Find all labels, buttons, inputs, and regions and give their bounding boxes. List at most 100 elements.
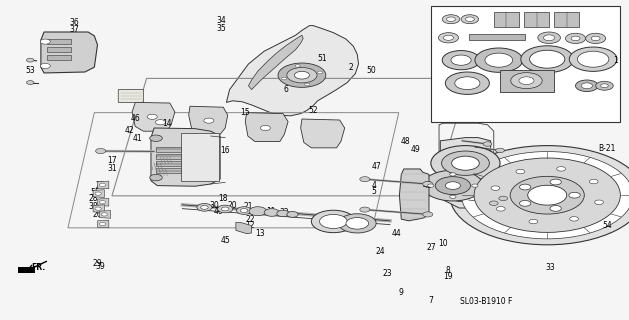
Circle shape (346, 218, 369, 229)
Text: 48: 48 (401, 137, 411, 146)
Bar (494, 12, 519, 27)
Circle shape (311, 210, 355, 233)
Circle shape (521, 46, 574, 73)
Polygon shape (151, 128, 220, 186)
Circle shape (452, 156, 479, 170)
Bar (469, 34, 525, 40)
Circle shape (529, 219, 538, 224)
Bar (156, 147, 181, 152)
Text: 5: 5 (372, 188, 377, 196)
Text: 16: 16 (220, 146, 230, 155)
Circle shape (538, 32, 560, 44)
Circle shape (40, 39, 50, 44)
Circle shape (569, 192, 580, 198)
Bar (156, 161, 181, 166)
Text: 11: 11 (265, 207, 276, 216)
Circle shape (519, 77, 534, 84)
Circle shape (485, 53, 513, 67)
Circle shape (360, 207, 370, 212)
Text: 30: 30 (209, 201, 219, 210)
Bar (156, 154, 181, 159)
Text: 14: 14 (162, 119, 172, 128)
Text: 38: 38 (88, 202, 98, 211)
Circle shape (461, 15, 479, 24)
Circle shape (360, 177, 370, 182)
Polygon shape (248, 35, 303, 90)
Bar (181, 133, 219, 181)
Circle shape (455, 77, 480, 90)
Circle shape (96, 148, 106, 154)
Circle shape (499, 196, 508, 201)
Circle shape (277, 210, 289, 217)
Text: 24: 24 (376, 247, 386, 256)
Circle shape (491, 186, 500, 190)
Text: 26: 26 (92, 210, 103, 219)
Circle shape (511, 73, 542, 89)
Text: 12: 12 (245, 221, 255, 230)
Circle shape (543, 35, 555, 41)
Circle shape (465, 17, 474, 21)
Circle shape (260, 125, 270, 131)
Circle shape (442, 151, 489, 175)
Text: 36: 36 (69, 18, 79, 27)
Circle shape (305, 83, 310, 86)
Text: 29: 29 (92, 260, 103, 268)
Circle shape (99, 183, 106, 187)
Text: 51: 51 (317, 54, 327, 63)
Circle shape (249, 207, 267, 216)
Text: 55: 55 (91, 188, 101, 197)
Text: 32: 32 (279, 208, 289, 217)
Circle shape (264, 209, 279, 216)
Circle shape (101, 213, 108, 216)
Circle shape (589, 179, 598, 184)
Circle shape (197, 204, 212, 211)
Bar (500, 70, 554, 92)
Text: 53: 53 (25, 66, 35, 75)
Circle shape (570, 217, 579, 221)
Text: 33: 33 (545, 263, 555, 272)
Text: 25: 25 (96, 181, 106, 190)
Circle shape (472, 184, 478, 187)
Circle shape (320, 214, 347, 228)
Text: 41: 41 (132, 134, 142, 143)
Circle shape (26, 58, 34, 62)
Circle shape (423, 170, 483, 201)
Circle shape (99, 222, 106, 226)
Polygon shape (97, 181, 109, 189)
Polygon shape (93, 190, 104, 197)
Text: 27: 27 (426, 244, 436, 252)
Circle shape (40, 63, 50, 68)
Text: 47: 47 (371, 162, 381, 171)
Circle shape (431, 146, 500, 181)
Circle shape (201, 205, 208, 209)
Circle shape (550, 205, 561, 211)
Circle shape (596, 81, 613, 90)
Circle shape (591, 36, 600, 41)
Circle shape (423, 212, 433, 217)
Circle shape (474, 158, 620, 232)
Text: 1: 1 (613, 56, 618, 65)
Bar (431, 6, 620, 122)
Text: 46: 46 (130, 114, 140, 123)
Polygon shape (399, 169, 429, 221)
Circle shape (204, 118, 214, 123)
Circle shape (520, 184, 531, 190)
Circle shape (443, 35, 454, 40)
Text: 44: 44 (391, 229, 401, 238)
Bar (47, 55, 71, 60)
Polygon shape (440, 138, 491, 208)
Text: 52: 52 (308, 106, 318, 115)
Circle shape (150, 174, 162, 181)
Circle shape (99, 201, 106, 204)
Circle shape (510, 176, 584, 214)
Circle shape (287, 212, 298, 217)
Text: 43: 43 (423, 181, 433, 190)
Circle shape (565, 33, 586, 44)
Circle shape (295, 65, 300, 67)
Text: 9: 9 (399, 288, 404, 297)
Circle shape (594, 200, 603, 204)
Text: 4: 4 (372, 181, 377, 190)
Circle shape (423, 181, 433, 187)
Circle shape (586, 33, 606, 44)
Circle shape (282, 77, 287, 80)
